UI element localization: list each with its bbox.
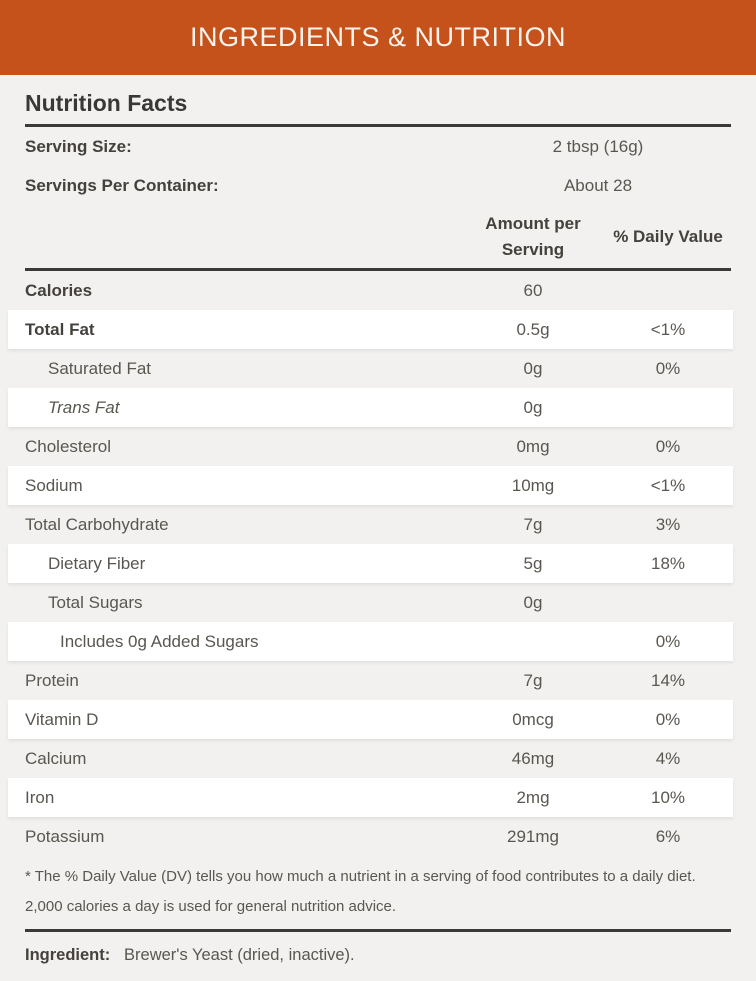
column-header-amount-per-serving: Amount per Serving	[485, 213, 581, 259]
nutrient-row: Dietary Fiber 5g 18%	[8, 544, 733, 583]
serving-row-value: About 28	[563, 175, 633, 195]
nutrient-daily-value: 10%	[650, 787, 686, 807]
nutrient-row: Cholesterol 0mg 0%	[8, 427, 733, 466]
serving-row-label: Serving Size:	[25, 136, 132, 156]
nutrient-row: Total Fat 0.5g <1%	[8, 310, 733, 349]
nutrient-label: Trans Fat	[48, 397, 120, 417]
daily-value-footnote: * The % Daily Value (DV) tells you how m…	[25, 868, 696, 915]
nutrient-amount: 0g	[523, 592, 543, 612]
nutrient-row: Saturated Fat 0g 0%	[8, 349, 733, 388]
nutrient-row: Calories 60	[8, 271, 733, 310]
nutrient-daily-value: 0%	[655, 436, 681, 456]
nutrient-amount: 0.5g	[516, 319, 550, 339]
nutrient-amount: 0g	[523, 358, 543, 378]
ingredient-line: Ingredient: Brewer's Yeast (dried, inact…	[25, 932, 731, 981]
nutrient-amount: 0mg	[516, 436, 550, 456]
nutrient-amount: 10mg	[511, 475, 555, 495]
divider-top	[25, 124, 731, 127]
nutrient-row: Trans Fat 0g	[8, 388, 733, 427]
nutrient-row: Calcium 46mg 4%	[8, 739, 733, 778]
nutrient-label: Includes 0g Added Sugars	[60, 631, 259, 651]
nutrient-label: Cholesterol	[25, 436, 111, 456]
nutrient-amount: 0g	[523, 397, 543, 417]
nutrient-label: Protein	[25, 670, 79, 690]
nutrient-daily-value: 18%	[650, 553, 686, 573]
nutrient-daily-value: 0%	[655, 631, 681, 651]
column-header-row: Amount per Serving % Daily Value	[8, 205, 733, 268]
nutrient-amount: 7g	[523, 670, 543, 690]
nutrient-label: Iron	[25, 787, 55, 807]
nutrient-amount: 5g	[523, 553, 543, 573]
nutrition-facts-panel: Nutrition Facts Serving Size: 2 tbsp (16g…	[0, 89, 756, 981]
nutrient-daily-value: 0%	[655, 358, 681, 378]
nutrition-facts-title: Nutrition Facts	[25, 90, 188, 116]
nutrient-amount: 7g	[523, 514, 543, 534]
serving-row: Servings Per Container: About 28	[8, 166, 733, 205]
nutrient-daily-value: 6%	[655, 826, 681, 846]
nutrient-table: Calories 60 Total Fat 0.5g <1% Saturated Fat 0…	[0, 271, 756, 856]
nutrient-daily-value: 3%	[655, 514, 681, 534]
nutrient-label: Vitamin D	[25, 709, 99, 729]
nutrient-daily-value: 0%	[655, 709, 681, 729]
nutrient-row: Total Sugars 0g	[8, 583, 733, 622]
column-header-daily-value: % Daily Value	[613, 226, 723, 246]
section-title: INGREDIENTS & NUTRITION	[189, 22, 566, 52]
nutrient-daily-value: <1%	[650, 475, 686, 495]
serving-row: Serving Size: 2 tbsp (16g)	[8, 127, 733, 166]
nutrient-daily-value: 4%	[655, 748, 681, 768]
ingredient-value: Brewer's Yeast (dried, inactive).	[124, 946, 355, 964]
nutrient-row: Protein 7g 14%	[8, 661, 733, 700]
nutrient-row: Potassium 291mg 6%	[8, 817, 733, 856]
nutrient-label: Saturated Fat	[48, 358, 152, 378]
serving-info: Serving Size: 2 tbsp (16g) Servings Per Co…	[0, 127, 756, 205]
nutrient-label: Total Carbohydrate	[25, 514, 169, 534]
nutrient-row: Vitamin D 0mcg 0%	[8, 700, 733, 739]
nutrient-row: Iron 2mg 10%	[8, 778, 733, 817]
nutrient-label: Dietary Fiber	[48, 553, 146, 573]
nutrient-label: Total Fat	[25, 319, 95, 339]
divider-header	[25, 268, 731, 271]
nutrient-label: Sodium	[25, 475, 83, 495]
section-banner: INGREDIENTS & NUTRITION	[0, 0, 756, 75]
nutrient-row: Total Carbohydrate 7g 3%	[8, 505, 733, 544]
nutrient-label: Potassium	[25, 826, 105, 846]
nutrient-daily-value: 14%	[650, 670, 686, 690]
nutrient-amount: 60	[523, 280, 543, 300]
nutrient-amount: 0mcg	[512, 709, 554, 729]
nutrient-label: Calories	[25, 280, 93, 300]
serving-row-label: Servings Per Container:	[25, 175, 219, 195]
nutrient-label: Calcium	[25, 748, 87, 768]
nutrient-daily-value: <1%	[650, 319, 686, 339]
nutrient-row: Sodium 10mg <1%	[8, 466, 733, 505]
serving-row-value: 2 tbsp (16g)	[552, 136, 644, 156]
ingredient-label: Ingredient:	[25, 946, 111, 964]
nutrient-amount: 291mg	[507, 826, 559, 846]
nutrient-label: Total Sugars	[48, 592, 143, 612]
nutrient-row: Includes 0g Added Sugars 0%	[8, 622, 733, 661]
nutrient-amount: 46mg	[511, 748, 555, 768]
nutrient-amount: 2mg	[516, 787, 550, 807]
divider-ingredient	[25, 929, 731, 932]
